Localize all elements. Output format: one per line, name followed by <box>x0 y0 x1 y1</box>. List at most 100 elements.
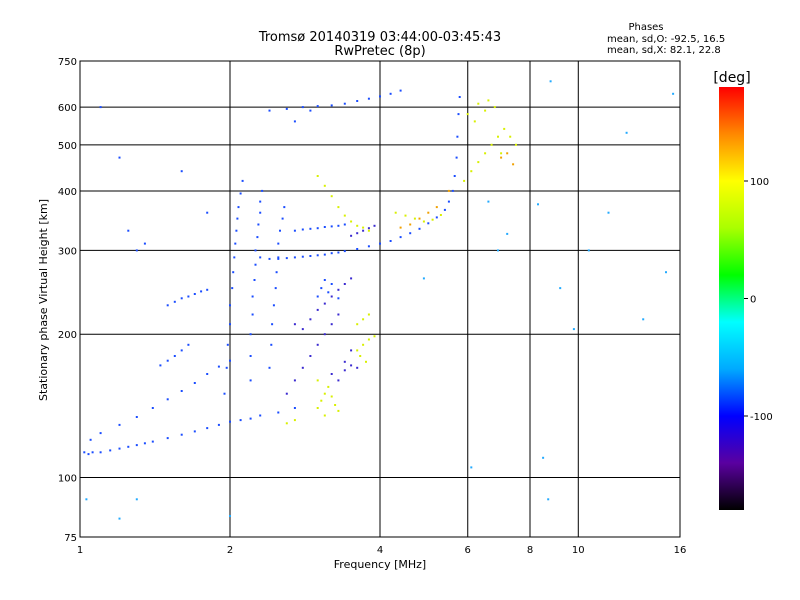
data-point <box>301 328 304 331</box>
data-point <box>559 287 562 290</box>
data-point <box>356 100 359 102</box>
data-point <box>275 271 278 274</box>
data-point <box>456 135 459 138</box>
x-tick-label: 8 <box>527 545 533 556</box>
data-point <box>542 456 545 459</box>
data-point <box>256 236 259 239</box>
data-point <box>509 135 512 138</box>
data-point <box>642 318 645 321</box>
data-point <box>309 318 312 321</box>
data-point <box>143 442 146 445</box>
data-point <box>226 343 229 346</box>
y-tick-label: 100 <box>58 474 77 485</box>
data-point <box>180 170 183 173</box>
data-point <box>323 333 326 336</box>
data-point <box>239 192 242 195</box>
data-point <box>356 323 359 326</box>
data-point <box>309 227 312 230</box>
data-point <box>301 106 304 109</box>
data-point <box>367 97 370 100</box>
data-point <box>173 355 176 357</box>
data-point <box>343 102 346 105</box>
data-point <box>180 433 183 436</box>
data-point <box>422 220 425 223</box>
data-point <box>373 335 376 338</box>
data-point <box>330 283 333 285</box>
data-point <box>323 226 326 228</box>
data-point <box>316 254 319 257</box>
data-point <box>487 200 490 203</box>
data-point <box>572 328 575 331</box>
data-point <box>217 365 220 368</box>
data-point <box>418 217 421 220</box>
data-point <box>672 92 675 95</box>
data-point <box>118 447 121 450</box>
data-point <box>537 203 539 206</box>
data-point <box>229 304 231 307</box>
data-point <box>356 224 359 227</box>
data-point <box>404 214 407 217</box>
data-point <box>337 206 340 209</box>
data-point <box>277 242 280 245</box>
x-tick-label: 1 <box>77 545 83 556</box>
data-point <box>279 229 281 232</box>
data-point <box>166 437 169 440</box>
data-point <box>259 414 262 417</box>
x-tick-label: 6 <box>465 545 471 556</box>
data-point <box>497 249 499 252</box>
data-point <box>135 416 138 418</box>
data-point <box>337 288 340 291</box>
data-point <box>379 95 381 98</box>
data-point <box>490 143 493 146</box>
data-point <box>330 395 333 398</box>
data-point <box>493 106 496 109</box>
y-axis-label: Stationary phase Virtual Height [km] <box>37 199 50 401</box>
data-point <box>249 379 252 382</box>
data-point <box>327 291 330 294</box>
data-point <box>173 300 176 303</box>
data-point <box>225 366 228 369</box>
data-point <box>180 349 183 352</box>
data-point <box>200 290 203 293</box>
data-point <box>506 152 509 155</box>
data-point <box>337 297 340 300</box>
data-point <box>323 279 326 281</box>
data-point <box>362 318 365 321</box>
data-point <box>285 422 288 425</box>
stats-panel: Phases mean, sd,O: -92.5, 16.5 mean, sd,… <box>607 22 725 56</box>
data-point <box>427 222 430 225</box>
data-point <box>320 287 323 290</box>
data-point <box>497 135 499 138</box>
y-tick-labels: 75 100 200 300 400 500 600 750 <box>58 57 77 544</box>
data-point <box>343 223 346 226</box>
chart-title-line1: Tromsø 20140319 03:44:00-03:45:43 <box>258 30 501 45</box>
data-point <box>135 498 138 501</box>
data-point <box>257 223 260 226</box>
data-point <box>206 288 209 291</box>
data-point <box>350 364 353 367</box>
data-point <box>99 106 102 109</box>
data-point <box>323 302 326 305</box>
data-point <box>337 313 340 316</box>
data-point <box>293 229 296 232</box>
data-point <box>343 214 346 217</box>
data-point <box>249 333 252 336</box>
x-tick-label: 2 <box>227 545 233 556</box>
data-point <box>135 444 138 447</box>
data-point <box>547 498 550 501</box>
data-point <box>447 189 450 192</box>
data-point <box>330 104 333 107</box>
data-point <box>239 419 242 422</box>
colorbar-tick-label: -100 <box>750 412 773 423</box>
y-tick-label: 75 <box>64 533 77 544</box>
data-point <box>187 343 190 346</box>
data-point <box>293 256 296 259</box>
data-point <box>127 445 130 448</box>
data-point <box>193 430 196 433</box>
data-point <box>365 360 367 363</box>
data-point <box>193 382 196 384</box>
data-point <box>283 206 286 209</box>
data-point <box>206 427 209 430</box>
data-point <box>457 113 460 116</box>
